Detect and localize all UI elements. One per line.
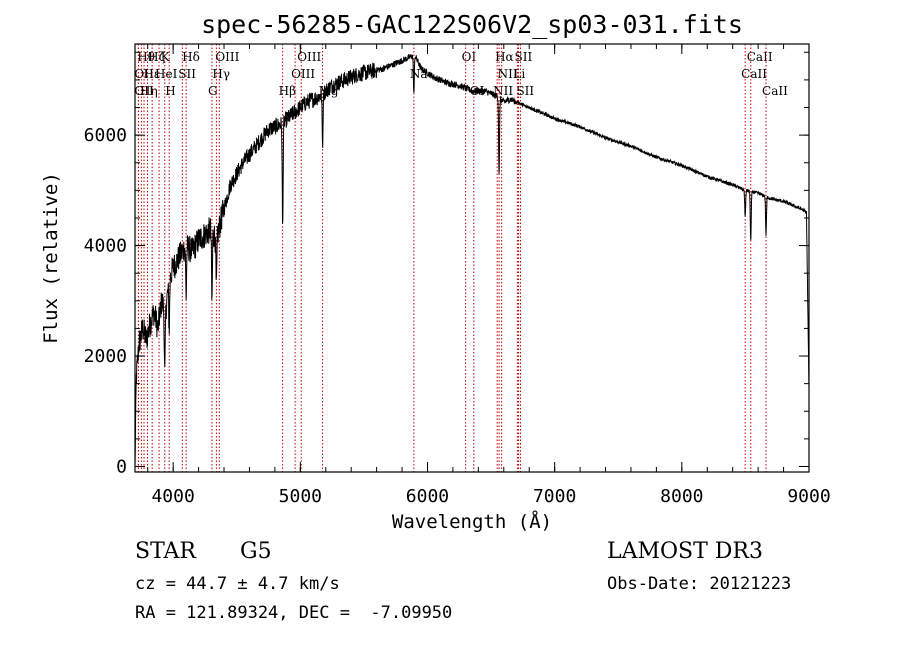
line-marker-label: Li [513, 67, 525, 81]
y-tick-label: 6000 [84, 125, 127, 146]
line-marker-label: G [208, 84, 218, 98]
object-subclass: G5 [240, 539, 272, 564]
line-marker-label: SII [515, 50, 533, 64]
line-marker-label: NII [498, 67, 518, 81]
line-marker-label: Hε [143, 67, 160, 81]
line-marker-label: CaII [741, 67, 767, 81]
plot-frame [134, 43, 810, 473]
x-tick-label: 9000 [787, 486, 830, 507]
line-marker-label: Hθ [137, 50, 155, 64]
line-marker-label: OI [462, 50, 477, 64]
y-tick-label: 2000 [84, 346, 127, 367]
survey-name: LAMOST DR3 [607, 539, 763, 564]
line-marker-label: Hδ [182, 50, 200, 64]
chart-title: spec-56285-GAC122S06V2_sp03-031.fits [201, 10, 743, 39]
line-markers: OIIOIIHθHηHεHζHeIKHSIIHδGHγOIIIHβOIIIOII… [134, 44, 788, 472]
x-tick-label: 5000 [279, 486, 322, 507]
x-tick-label: 4000 [151, 486, 194, 507]
object-class: STAR [135, 539, 196, 564]
line-marker-label: SII [516, 84, 534, 98]
line-marker-label: HeI [155, 67, 178, 81]
observation-date: Obs-Date: 20121223 [607, 574, 792, 594]
line-marker-label: OIII [215, 50, 239, 64]
line-marker-label: Hη [140, 84, 158, 98]
line-marker-label: SII [178, 67, 196, 81]
spectrum-series-line [134, 54, 810, 467]
x-tick-label: 8000 [660, 486, 703, 507]
line-marker-label: Hζ [148, 50, 165, 64]
x-tick-label: 7000 [533, 486, 576, 507]
line-marker-label: Hα [495, 50, 514, 64]
axis-ticks: 4000 5000 6000 7000 8000 9000 0 2000 4000 6000 [84, 44, 831, 507]
y-axis-label: Flux (relative) [40, 172, 62, 344]
y-tick-label: 4000 [84, 236, 127, 257]
x-axis-label: Wavelength (Å) [392, 510, 552, 533]
line-marker-label: OII [134, 67, 154, 81]
line-marker-label: Hβ [279, 84, 296, 98]
line-marker-label: OIII [291, 67, 315, 81]
line-marker-label: K [161, 50, 171, 64]
x-tick-label: 6000 [406, 486, 449, 507]
line-marker-label: CaII [762, 84, 788, 98]
line-marker-label: CaII [747, 50, 773, 64]
line-marker-label: OIII [297, 50, 321, 64]
y-tick-label: 0 [116, 456, 127, 477]
line-marker-label: Hγ [212, 67, 230, 81]
redshift-cz: cz = 44.7 ± 4.7 km/s [135, 574, 340, 594]
coordinates: RA = 121.89324, DEC = -7.09950 [135, 603, 453, 623]
line-marker-label: H [165, 84, 175, 98]
line-marker-label: NII [493, 84, 513, 98]
